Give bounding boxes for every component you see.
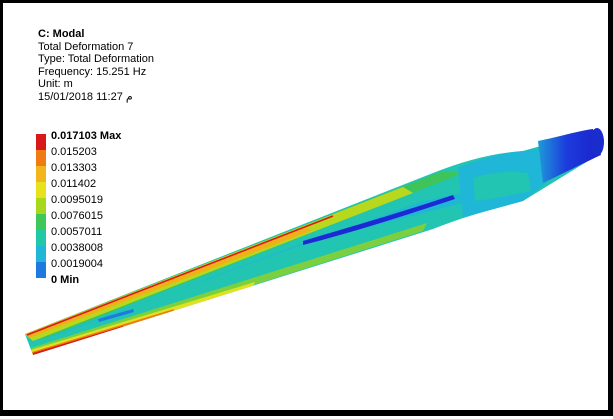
blade-body [25,131,601,355]
hub-end-cap [590,128,604,156]
result-frequency: Frequency: 15.251 Hz [38,65,147,78]
result-timestamp: 15/01/2018 11:27 م [38,90,133,103]
legend-label: 0.0019004 [51,258,103,270]
legend-swatch [36,182,46,198]
result-unit: Unit: m [38,78,73,90]
blade-min-streak-2 [98,309,134,322]
blade-hub [538,128,604,183]
legend-label: 0.015203 [51,146,97,158]
legend-swatch [36,262,46,278]
blade-base [25,131,601,355]
legend-label: 0.013303 [51,162,97,174]
legend-label: 0.0095019 [51,194,103,206]
legend-label: 0.0057011 [51,226,103,238]
legend-label: 0.0076015 [51,210,103,222]
legend-swatch [36,166,46,182]
legend-swatch [36,230,46,246]
legend-swatch [36,150,46,166]
legend-swatch [36,214,46,230]
blade-contour-plot [25,128,604,355]
result-info-panel: C: Modal Total Deformation 7 Type: Total… [38,28,154,103]
blade-band-red-edge [33,326,123,355]
blade-leading-edge [26,215,334,336]
legend-label: 0.0038008 [51,242,103,254]
legend-swatch [36,198,46,214]
result-type: Type: Total Deformation [38,53,154,65]
legend-label: 0.017103 Max [51,130,122,142]
hub-body [538,129,601,183]
legend-swatch [36,134,46,150]
legend-label: 0 Min [51,274,80,286]
blade-band-orange [25,227,313,338]
result-name: Total Deformation 7 [38,40,134,53]
legend-swatch [36,246,46,262]
blade-min-streak [303,195,455,245]
legend-label: 0.011402 [51,178,97,190]
blade-root-patch [473,171,531,201]
analysis-title: C: Modal [38,28,85,40]
